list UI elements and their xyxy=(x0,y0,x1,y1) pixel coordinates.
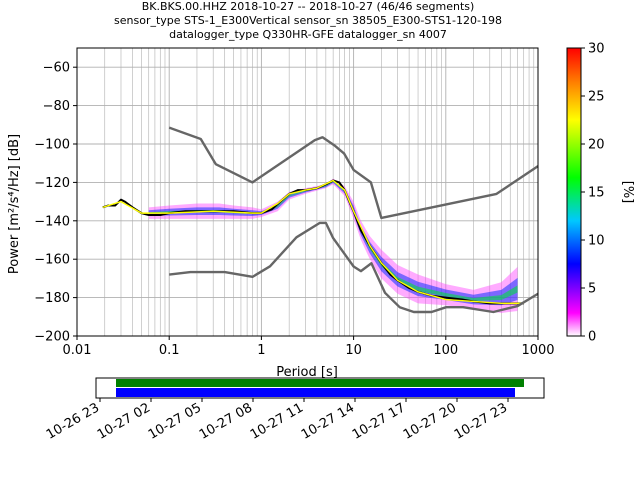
y-tick-label: −120 xyxy=(34,176,70,191)
colorbar-tick-label: 30 xyxy=(588,42,605,57)
x-tick-label: 100 xyxy=(433,343,458,358)
title-line-3: datalogger_type Q330HR-GFE datalogger_sn… xyxy=(169,28,447,41)
y-tick-label: −160 xyxy=(34,253,70,268)
y-tick-label: −60 xyxy=(43,61,70,76)
colorbar-tick-label: 15 xyxy=(588,186,605,201)
series-mode xyxy=(102,179,524,305)
series-nhnm xyxy=(168,126,539,220)
colorbar-ticks: 0 5 10 15 20 25 30 xyxy=(581,42,605,345)
series-nlnm xyxy=(169,221,539,314)
curves xyxy=(102,126,539,314)
timeline-bar-used xyxy=(116,379,524,387)
x-tick-label: 0.01 xyxy=(63,343,92,358)
x-tick-label: 0.1 xyxy=(159,343,180,358)
ppsd-plot: 0.01 0.1 1 10 100 1000 −200 −180 −160 −140 −120 −1… xyxy=(7,47,555,380)
colorbar-tick-label: 0 xyxy=(588,330,596,345)
y-tick-label: −80 xyxy=(43,99,70,114)
x-axis: 0.01 0.1 1 10 100 1000 xyxy=(63,336,555,358)
y-axis-label: Power [m²/s⁴/Hz] [dB] xyxy=(7,134,22,274)
y-tick-label: −140 xyxy=(34,214,70,229)
timeline-bar-available xyxy=(116,388,515,397)
y-tick-label: −200 xyxy=(34,330,70,345)
x-axis-label: Period [s] xyxy=(276,365,338,380)
y-axis: −200 −180 −160 −140 −120 −100 −80 −60 xyxy=(34,61,77,345)
x-tick-label: 1 xyxy=(257,343,265,358)
colorbar-tick-label: 5 xyxy=(588,282,596,297)
y-tick-label: −100 xyxy=(34,138,70,153)
colorbar-label: [%] xyxy=(620,181,635,204)
colorbar-tick-label: 25 xyxy=(588,90,605,105)
title-line-2: sensor_type STS-1_E300Vertical sensor_sn… xyxy=(114,14,502,27)
plot-frame xyxy=(76,47,539,337)
y-tick-label: −180 xyxy=(34,291,70,306)
colorbar-tick-label: 20 xyxy=(588,138,605,153)
colorbar-tick-label: 10 xyxy=(588,234,605,249)
plot-background xyxy=(77,48,538,336)
x-tick-label: 1000 xyxy=(521,343,554,358)
colorbar-gradient xyxy=(566,47,582,337)
colorbar: 0 5 10 15 20 25 30 [%] xyxy=(566,42,635,345)
title-line-1: BK.BKS.00.HHZ 2018-10-27 -- 2018-10-27 (… xyxy=(142,0,475,13)
x-tick-label: 10 xyxy=(345,343,362,358)
